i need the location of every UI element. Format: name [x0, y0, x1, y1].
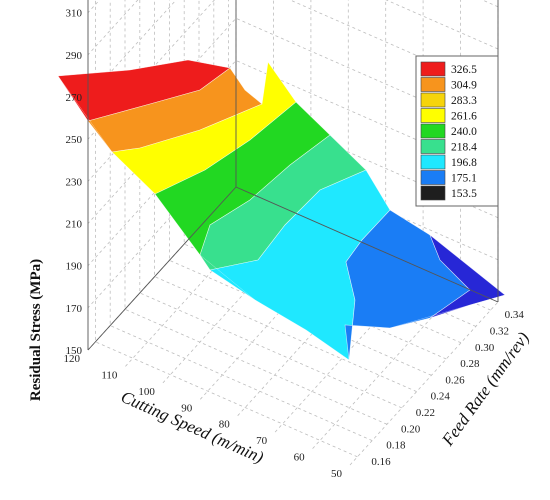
- legend-swatch: [420, 185, 446, 201]
- z-grid-line: [87, 144, 499, 309]
- legend-label: 283.3: [451, 95, 477, 107]
- x-grid-line: [162, 0, 312, 384]
- x-tick-label: 120: [64, 353, 81, 365]
- legend-label: 261.6: [451, 111, 477, 123]
- legend-swatch: [420, 92, 446, 108]
- x-tick-label: 50: [331, 468, 343, 480]
- legend-label: 196.8: [451, 157, 477, 169]
- z-grid-line: [87, 102, 499, 266]
- z-tick-label: 270: [66, 92, 83, 104]
- z-grid-line: [87, 0, 499, 56]
- legend-label: 304.9: [451, 80, 477, 92]
- legend-label: 218.4: [451, 142, 477, 154]
- x-grid-line: [274, 0, 424, 433]
- z-grid-line: [87, 0, 499, 98]
- legend-label: 175.1: [451, 173, 477, 185]
- y-tick-label: 0.28: [460, 358, 480, 370]
- z-tick-label: 190: [66, 261, 83, 273]
- surface-layer: [57, 59, 506, 361]
- legend-swatch: [420, 123, 446, 139]
- z-tick-label: 230: [66, 176, 83, 188]
- z-tick-label: 310: [66, 8, 83, 20]
- y-tick-label: 0.24: [431, 391, 451, 403]
- y-tick-label: 0.26: [445, 374, 465, 386]
- x-grid-line: [237, 0, 387, 416]
- y-tick-label: 0.32: [490, 325, 509, 337]
- legend-swatch: [420, 77, 446, 92]
- legend-swatch: [420, 108, 446, 123]
- legend-label: 153.5: [451, 188, 477, 200]
- x-grid-line: [200, 0, 349, 400]
- y-tick-label: 0.20: [401, 423, 421, 435]
- y-tick-label: 0.30: [475, 342, 495, 354]
- x-tick-label: 80: [219, 419, 231, 431]
- z-tick-label: 290: [66, 50, 83, 62]
- x-grid-line: [125, 0, 274, 367]
- x-axis-title: Cutting Speed (m/min): [118, 387, 267, 467]
- z-tick-label: 150: [66, 345, 83, 357]
- x-tick-label: 110: [101, 369, 118, 381]
- x-tick-label: 100: [138, 386, 155, 398]
- x-grid-line: [312, 0, 462, 449]
- z-tick-label: 210: [66, 219, 83, 231]
- x-tick-label: 70: [256, 435, 268, 447]
- legend-swatch: [420, 170, 446, 185]
- legend: 326.5 304.9 283.3 261.6 240.0 218.4 196.8 175.1…: [415, 55, 499, 207]
- legend-label: 326.5: [451, 64, 477, 76]
- box-edge: [235, 186, 499, 303]
- x-tick-label: 60: [294, 452, 306, 464]
- z-tick-label: 170: [66, 303, 83, 315]
- z-grid-line: [87, 0, 101, 13]
- legend-swatch: [420, 139, 446, 154]
- z-tick-label: 250: [66, 134, 83, 146]
- y-tick-label: 0.18: [386, 440, 406, 452]
- legend-swatch: [420, 154, 446, 170]
- x-grid-line: [349, 0, 499, 466]
- box-edge: [87, 186, 237, 351]
- x-tick-label: 90: [181, 402, 193, 414]
- y-tick-label: 0.16: [371, 456, 391, 468]
- legend-items: 326.5 304.9 283.3 261.6 240.0 218.4 196.8 175.1…: [420, 61, 477, 201]
- tick-layer: 1501701902102302502702903103301201101009…: [64, 8, 525, 480]
- legend-swatch: [420, 61, 446, 77]
- y-tick-label: 0.22: [416, 407, 435, 419]
- surface-front-edge: [57, 75, 506, 361]
- legend-label: 240.0: [451, 126, 477, 138]
- y-tick-label: 0.34: [505, 309, 525, 321]
- z-axis-title: Residual Stress (MPa): [28, 259, 44, 401]
